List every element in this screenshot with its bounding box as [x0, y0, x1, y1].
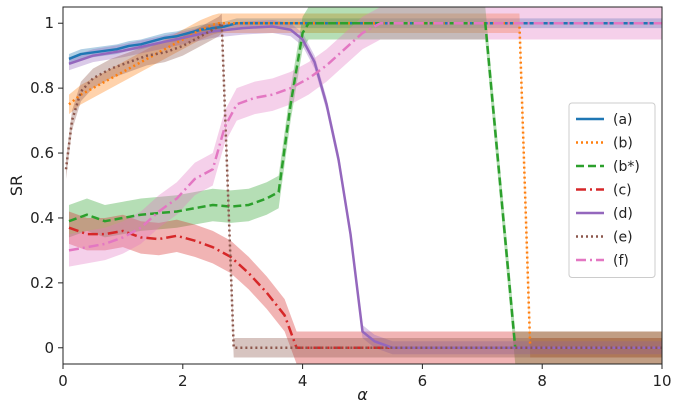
x-tick-label: 4 — [298, 372, 308, 390]
legend-label-c: (c) — [613, 183, 632, 199]
legend-label-b: (b*) — [613, 159, 640, 175]
y-tick-label: 0 — [44, 339, 54, 357]
line-d — [68, 25, 662, 350]
x-tick-label: 0 — [58, 372, 68, 390]
y-tick-label: 1 — [44, 14, 54, 32]
y-tick-label: 0.8 — [30, 79, 54, 97]
band-f — [68, 7, 663, 267]
legend-label-f: (f) — [613, 253, 629, 269]
x-tick-label: 6 — [418, 372, 428, 390]
legend-box — [568, 102, 656, 278]
legend: (a) (b) (b*) (c) (d) (e) (f) — [568, 102, 656, 278]
x-axis-ticks: 0 2 4 6 8 10 — [58, 364, 672, 390]
series-lines — [64, 21, 662, 350]
line-f — [68, 21, 662, 252]
legend-label-e: (e) — [613, 230, 633, 246]
line-b — [68, 21, 662, 350]
y-tick-label: 0.6 — [30, 144, 54, 162]
legend-label-d: (d) — [613, 206, 633, 222]
band-d — [68, 19, 663, 355]
x-axis-label: α — [357, 385, 368, 404]
legend-label-b: (b) — [613, 136, 633, 152]
legend-label-a: (a) — [613, 112, 633, 128]
line-c — [68, 226, 662, 350]
x-tick-label: 2 — [178, 372, 188, 390]
band-c — [68, 211, 663, 364]
plot-frame — [62, 6, 663, 365]
line-e — [64, 21, 662, 350]
line-a — [68, 21, 662, 61]
y-tick-label: 0.2 — [30, 274, 54, 292]
y-tick-label: 0.4 — [30, 209, 54, 227]
y-axis-ticks: 0 0.2 0.4 0.6 0.8 1 — [30, 14, 63, 357]
x-tick-label: 10 — [652, 372, 671, 390]
x-tick-label: 8 — [537, 372, 547, 390]
y-axis-label: SR — [7, 175, 26, 196]
